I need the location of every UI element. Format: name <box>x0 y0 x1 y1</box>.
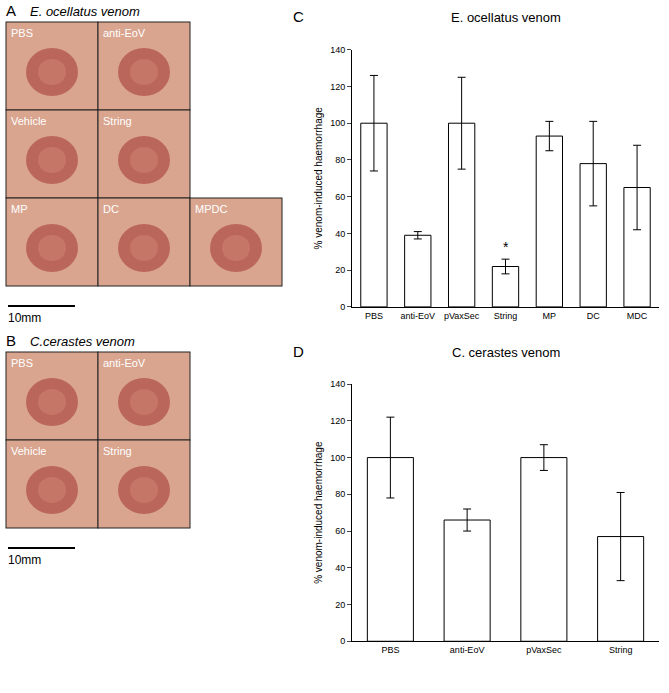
svg-text:10mm: 10mm <box>8 553 41 567</box>
svg-text:PBS: PBS <box>11 27 33 39</box>
svg-text:120: 120 <box>330 82 345 92</box>
svg-text:B: B <box>6 332 16 349</box>
svg-text:String: String <box>609 645 633 655</box>
svg-text:20: 20 <box>335 265 345 275</box>
svg-text:C. cerastes venom: C. cerastes venom <box>452 345 560 360</box>
svg-text:anti-EoV: anti-EoV <box>103 27 146 39</box>
svg-text:40: 40 <box>335 229 345 239</box>
svg-text:% venom-induced haemorrhage: % venom-induced haemorrhage <box>313 107 324 250</box>
svg-text:C.cerastes venom: C.cerastes venom <box>30 334 135 349</box>
svg-text:MDC: MDC <box>627 311 648 321</box>
svg-text:String: String <box>103 115 132 127</box>
svg-text:Vehicle: Vehicle <box>11 445 46 457</box>
svg-text:100: 100 <box>330 118 345 128</box>
svg-text:140: 140 <box>330 379 345 389</box>
svg-text:80: 80 <box>335 155 345 165</box>
svg-text:C: C <box>293 8 304 25</box>
svg-text:DC: DC <box>103 203 119 215</box>
svg-text:anti-EoV: anti-EoV <box>401 311 436 321</box>
svg-text:anti-EoV: anti-EoV <box>103 357 146 369</box>
svg-text:MP: MP <box>11 203 28 215</box>
svg-text:80: 80 <box>335 489 345 499</box>
svg-text:E. ocellatus venom: E. ocellatus venom <box>30 4 140 19</box>
svg-text:DC: DC <box>587 311 600 321</box>
svg-text:PBS: PBS <box>11 357 33 369</box>
svg-text:PBS: PBS <box>381 645 399 655</box>
svg-text:120: 120 <box>330 416 345 426</box>
svg-text:MP: MP <box>543 311 557 321</box>
svg-text:*: * <box>503 239 509 255</box>
svg-text:% venom-induced haemorrhage: % venom-induced haemorrhage <box>313 441 324 584</box>
svg-text:0: 0 <box>340 302 345 312</box>
svg-text:60: 60 <box>335 526 345 536</box>
svg-text:100: 100 <box>330 453 345 463</box>
svg-text:String: String <box>103 445 132 457</box>
svg-text:A: A <box>6 2 16 19</box>
svg-text:10mm: 10mm <box>8 311 41 325</box>
svg-text:40: 40 <box>335 563 345 573</box>
svg-text:60: 60 <box>335 192 345 202</box>
svg-text:20: 20 <box>335 600 345 610</box>
svg-text:E. ocellatus venom: E. ocellatus venom <box>451 10 561 25</box>
svg-text:pVaxSec: pVaxSec <box>444 311 480 321</box>
svg-text:Vehicle: Vehicle <box>11 115 46 127</box>
svg-text:D: D <box>293 343 304 360</box>
svg-text:anti-EoV: anti-EoV <box>450 645 485 655</box>
svg-text:140: 140 <box>330 45 345 55</box>
svg-text:String: String <box>494 311 518 321</box>
svg-text:PBS: PBS <box>365 311 383 321</box>
svg-text:pVaxSec: pVaxSec <box>526 645 562 655</box>
svg-text:0: 0 <box>340 636 345 646</box>
svg-text:MPDC: MPDC <box>195 203 227 215</box>
